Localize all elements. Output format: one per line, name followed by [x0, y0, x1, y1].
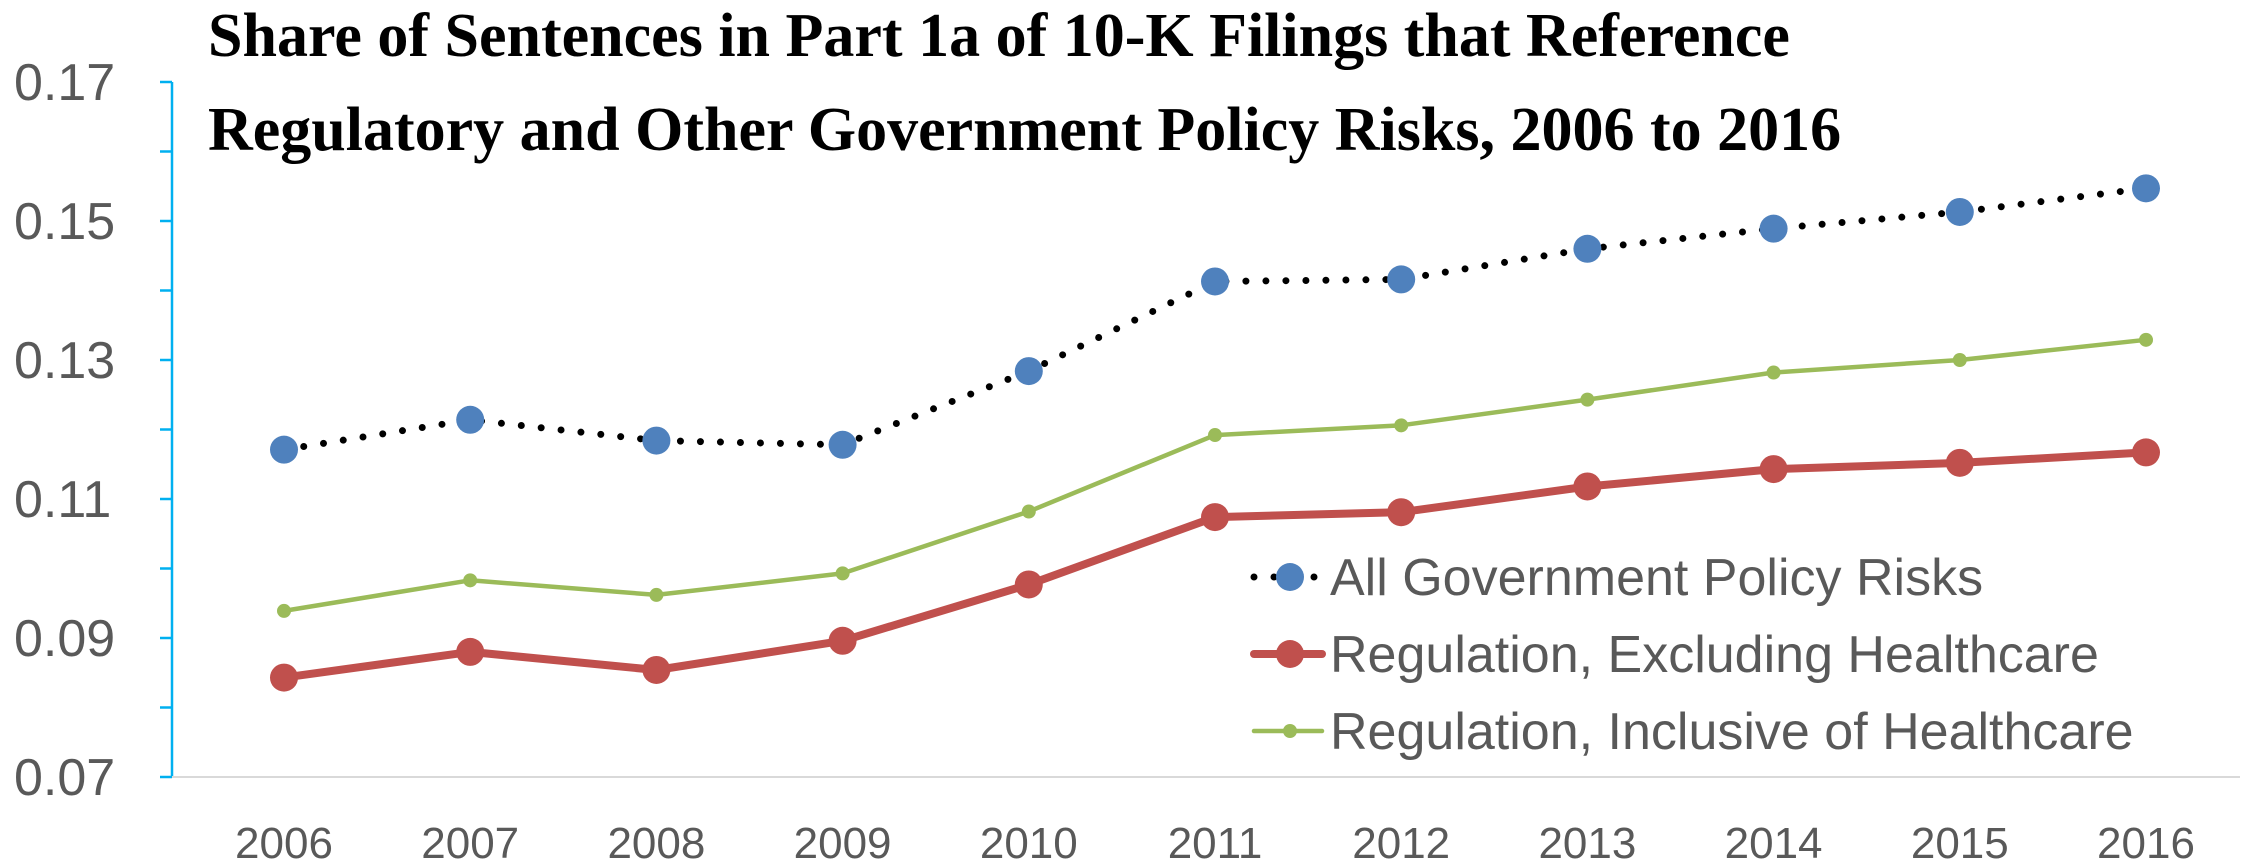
- data-point: [1580, 392, 1595, 407]
- data-point: [2139, 332, 2153, 347]
- data-point: [1573, 234, 1602, 263]
- legend-item-3: Regulation, Inclusive of Healthcare: [1251, 703, 2134, 761]
- x-tick-label: 2008: [607, 819, 705, 865]
- y-tick-label: 0.11: [14, 471, 111, 529]
- data-point: [270, 435, 298, 464]
- data-point: [1394, 418, 1409, 433]
- data-point: [456, 637, 485, 666]
- data-point: [463, 573, 478, 588]
- data-point: [1201, 503, 1229, 532]
- data-point: [1766, 365, 1781, 380]
- data-point: [1945, 448, 1974, 477]
- data-point: [649, 587, 664, 602]
- data-point: [828, 626, 857, 655]
- series-1: [270, 174, 2160, 464]
- legend-label: Regulation, Inclusive of Healthcare: [1330, 703, 2134, 761]
- x-tick-label: 2007: [421, 819, 519, 865]
- data-point: [1201, 267, 1229, 296]
- data-point: [1573, 472, 1602, 501]
- data-point: [2132, 174, 2160, 203]
- legend-label: Regulation, Excluding Healthcare: [1330, 626, 2099, 684]
- data-point: [1945, 197, 1974, 226]
- data-point: [2132, 438, 2160, 467]
- legend-item-2: Regulation, Excluding Healthcare: [1250, 626, 2099, 684]
- legend-swatch-marker: [1276, 640, 1304, 668]
- x-tick-label: 2011: [1168, 819, 1263, 865]
- legend: All Government Policy Risks Regulation, E…: [1250, 549, 2134, 761]
- chart-title-line-2: Regulatory and Other Government Policy R…: [208, 96, 1841, 164]
- legend-label: All Government Policy Risks: [1330, 549, 1983, 607]
- data-point: [1952, 353, 1967, 367]
- y-tick-label: 0.07: [14, 749, 115, 807]
- x-tick-label: 2012: [1352, 819, 1450, 865]
- x-tick-label: 2009: [794, 819, 892, 865]
- data-point: [1208, 428, 1222, 443]
- y-tick-label: 0.17: [14, 54, 115, 112]
- chart-title-line-1: Share of Sentences in Part 1a of 10-K Fi…: [208, 2, 1790, 70]
- data-point: [1021, 504, 1036, 519]
- x-tick-label: 2016: [2097, 819, 2195, 865]
- legend-swatch-marker: [1283, 724, 1297, 738]
- y-axis: [160, 80, 174, 779]
- legend-item-1: All Government Policy Risks: [1250, 549, 1983, 607]
- x-tick-label: 2015: [1911, 819, 2009, 865]
- data-point: [642, 655, 671, 684]
- x-tick-label: 2013: [1538, 819, 1636, 865]
- x-tick-labels: 2006 2007 2008 2009 2010 2011 2012 2013 2014 2015…: [235, 819, 2195, 865]
- series-2: [270, 438, 2160, 692]
- y-tick-label: 0.13: [14, 332, 115, 390]
- data-point: [828, 430, 857, 459]
- data-point: [1387, 265, 1416, 294]
- y-tick-label: 0.09: [14, 610, 115, 668]
- data-point: [1759, 455, 1788, 484]
- chart-title: Share of Sentences in Part 1a of 10-K Fi…: [208, 2, 1841, 164]
- legend-swatch-marker: [1276, 563, 1304, 591]
- x-tick-label: 2014: [1725, 819, 1823, 865]
- data-point: [456, 405, 485, 434]
- series-line: [280, 184, 2150, 454]
- y-tick-labels: 0.07 0.09 0.11 0.13 0.15 0.17: [14, 54, 115, 807]
- data-point: [1014, 570, 1043, 599]
- data-point: [270, 663, 298, 692]
- data-point: [1387, 498, 1416, 527]
- data-point: [835, 566, 850, 581]
- data-point: [1014, 357, 1043, 386]
- x-tick-label: 2006: [235, 819, 333, 865]
- series-3: [277, 332, 2153, 618]
- data-point: [1759, 214, 1788, 243]
- series-layer: [270, 174, 2160, 692]
- y-tick-label: 0.15: [14, 193, 115, 251]
- data-point: [277, 603, 291, 618]
- data-point: [642, 426, 671, 455]
- x-tick-label: 2010: [980, 819, 1078, 865]
